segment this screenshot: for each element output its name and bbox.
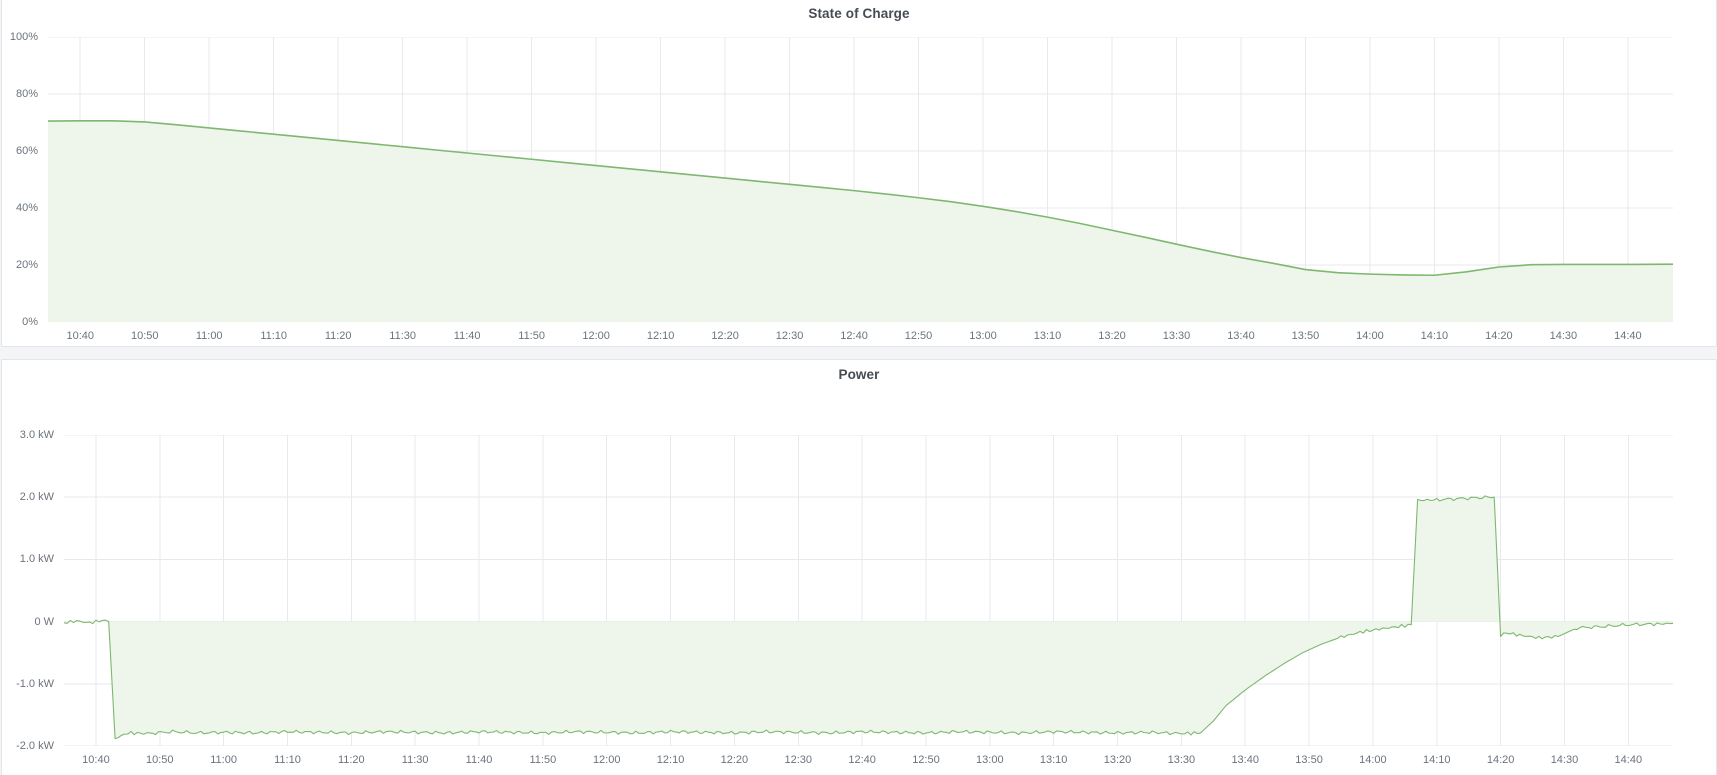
chart-state-of-charge[interactable]: 100% 80% 60% 40% 20% 0% 10:40 10:50 11:00 11:10 11… xyxy=(10,31,1673,342)
x-axis-tick-label: 12:00 xyxy=(592,754,621,766)
series-area-soc xyxy=(48,120,1673,322)
chart-power[interactable]: 3.0 kW 2.0 kW 1.0 kW 0 W -1.0 kW -2.0 kW 10:40… xyxy=(16,429,1673,766)
x-axis-tick-label: 14:10 xyxy=(1422,754,1451,766)
x-axis-tick-label: 12:10 xyxy=(646,330,675,342)
y-axis-tick-label: 0 W xyxy=(34,615,54,628)
panel-title-power: Power xyxy=(838,367,880,382)
x-axis-tick-label: 12:50 xyxy=(904,330,933,342)
x-axis-tick-label: 10:50 xyxy=(130,330,159,342)
x-axis-tick-label: 11:50 xyxy=(529,754,557,766)
x-axis-tick-label: 13:50 xyxy=(1291,330,1320,342)
x-axis-tick-label: 11:20 xyxy=(337,754,365,766)
x-axis-tick-label: 13:30 xyxy=(1167,754,1196,766)
x-axis-tick-label: 12:30 xyxy=(784,754,813,766)
panel-state-of-charge: State of Charge 100% 80% 60% 40% 20% 0% 10:40 1… xyxy=(1,0,1717,347)
x-axis-tick-label: 14:00 xyxy=(1359,754,1387,766)
x-axis-tick-label: 11:30 xyxy=(389,330,417,342)
x-axis-tick-label: 14:40 xyxy=(1614,754,1643,766)
x-axis-tick-label: 14:30 xyxy=(1549,330,1578,342)
x-axis-tick-label: 12:40 xyxy=(848,754,876,766)
y-axis-tick-label: 20% xyxy=(15,259,38,271)
x-axis-tick-label: 14:20 xyxy=(1485,330,1513,342)
x-axis-tick-label: 13:50 xyxy=(1295,754,1323,766)
y-axis-tick-label: 100% xyxy=(9,31,38,43)
series-line-power xyxy=(64,495,1673,740)
x-axis-tick-label: 11:10 xyxy=(260,330,288,342)
y-axis-tick-label: 40% xyxy=(15,202,38,214)
x-axis-tick-label: 12:30 xyxy=(775,330,804,342)
x-axis-tick-label: 10:40 xyxy=(82,754,110,766)
x-axis-tick-label: 13:30 xyxy=(1162,330,1191,342)
x-axis-tick-label: 12:20 xyxy=(720,754,749,766)
y-axis-tick-label: -2.0 kW xyxy=(16,740,54,752)
x-axis-tick-label: 12:40 xyxy=(840,330,868,342)
x-axis-tick-label: 10:50 xyxy=(146,754,174,766)
y-axis-tick-label: 60% xyxy=(15,145,38,157)
x-axis-tick-label: 14:20 xyxy=(1486,754,1515,766)
x-axis-tick-label: 11:40 xyxy=(453,330,481,342)
x-axis-tick-label: 13:20 xyxy=(1103,754,1132,766)
y-axis-tick-label: -1.0 kW xyxy=(16,677,54,690)
x-axis-tick-label: 14:00 xyxy=(1356,330,1384,342)
x-axis-tick-label: 13:40 xyxy=(1231,754,1259,766)
x-axis-tick-label: 11:00 xyxy=(195,330,223,342)
panel-title-state-of-charge: State of Charge xyxy=(808,6,910,21)
series-line-soc xyxy=(48,119,1673,277)
y-axis-tick-label: 2.0 kW xyxy=(19,491,54,504)
x-axis-tick-label: 12:20 xyxy=(711,330,739,342)
y-axis-tick-label: 0% xyxy=(22,316,38,328)
series-area-power xyxy=(64,495,1673,739)
x-axis-tick-label: 13:10 xyxy=(1033,330,1062,342)
x-axis-tick-label: 13:00 xyxy=(976,754,1004,766)
x-axis-tick-label: 13:10 xyxy=(1039,754,1068,766)
x-axis-tick-label: 11:30 xyxy=(401,754,429,766)
x-axis-tick-label: 11:50 xyxy=(518,330,545,342)
x-axis-tick-label: 11:20 xyxy=(324,330,352,342)
y-axis-tick-label: 1.0 kW xyxy=(19,553,54,566)
plot-area-power xyxy=(64,435,1673,746)
x-axis-tick-label: 10:40 xyxy=(66,330,94,342)
x-axis-tick-label: 13:20 xyxy=(1098,330,1126,342)
plot-area-soc xyxy=(48,37,1673,322)
x-axis-tick-label: 13:00 xyxy=(969,330,997,342)
y-axis-tick-label: 80% xyxy=(15,88,38,100)
x-axis-tick-label: 12:00 xyxy=(582,330,610,342)
x-axis-tick-label: 14:40 xyxy=(1614,330,1642,342)
x-axis-tick-label: 14:30 xyxy=(1550,754,1579,766)
x-axis-tick-label: 12:50 xyxy=(912,754,940,766)
x-axis-tick-label: 14:10 xyxy=(1420,330,1449,342)
y-axis-tick-label: 3.0 kW xyxy=(19,429,54,441)
x-axis-tick-label: 11:00 xyxy=(210,754,237,766)
x-axis-tick-label: 13:40 xyxy=(1227,330,1255,342)
panel-power: Power 3.0 kW 2.0 kW 1.0 kW 0 W -1.0 kW -2.0 k… xyxy=(1,359,1717,775)
x-axis-tick-label: 12:10 xyxy=(656,754,685,766)
x-axis-tick-label: 11:10 xyxy=(274,754,301,766)
x-axis-tick-label: 11:40 xyxy=(465,754,493,766)
